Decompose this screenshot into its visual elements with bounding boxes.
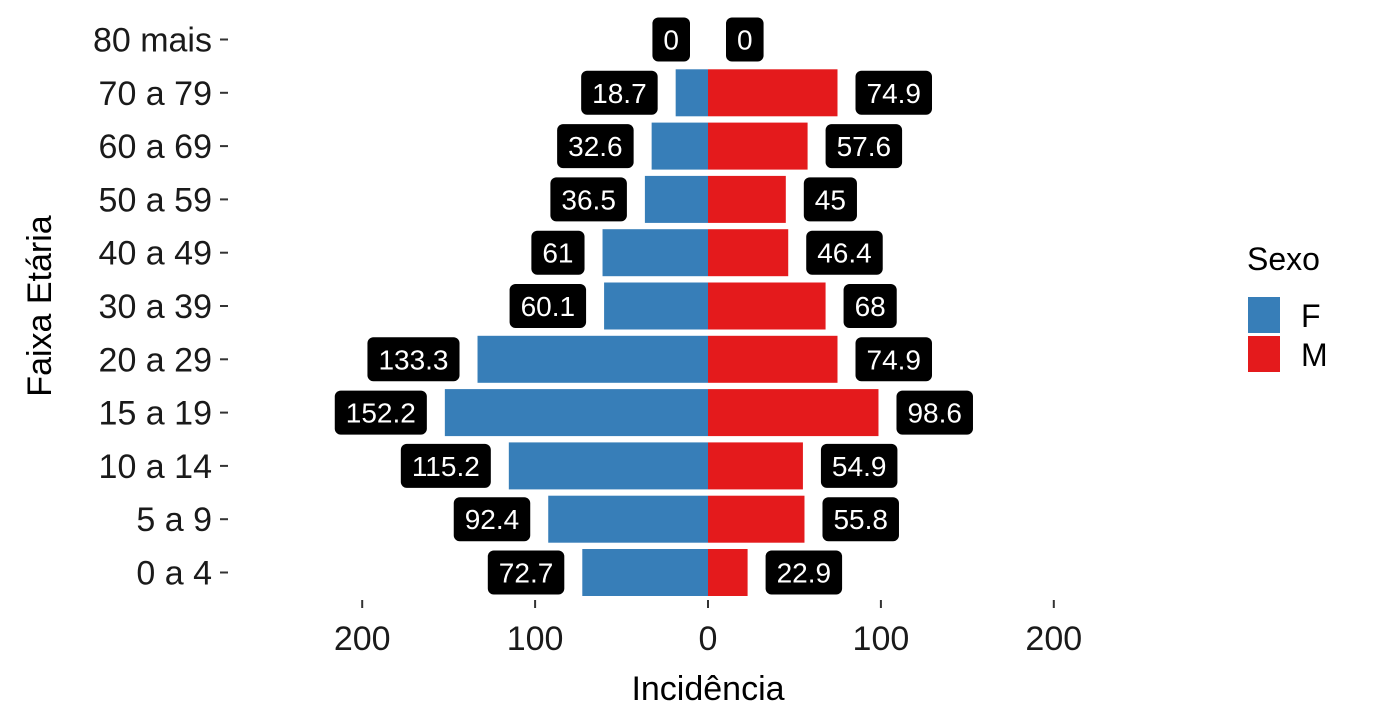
svg-text:68: 68 [855, 291, 886, 322]
svg-text:45: 45 [815, 184, 846, 215]
data-label-f-5-a-9: 92.4 [453, 497, 531, 542]
y-axis: 80 mais 70 a 79 60 a 69 50 a 59 40 a 49 30 a … [93, 22, 228, 593]
data-label-m-20-a-29: 74.9 [855, 337, 933, 382]
x-tick-label-1: 100 [507, 620, 564, 658]
svg-text:115.2: 115.2 [412, 451, 480, 482]
y-tick-label-60-a-69: 60 a 69 [99, 128, 212, 166]
svg-text:74.9: 74.9 [867, 344, 922, 375]
svg-text:54.9: 54.9 [832, 451, 887, 482]
bar-m-30-a-39 [708, 282, 826, 330]
bar-f-40-a-49 [602, 229, 708, 277]
y-tick-label-50-a-59: 50 a 59 [99, 181, 212, 219]
data-label-f-70-a-79: 18.7 [581, 70, 658, 115]
legend-title: Sexo [1247, 241, 1320, 277]
y-tick-label-80-mais: 80 mais [93, 22, 212, 60]
bars-layer [444, 69, 879, 596]
y-axis-title: Faixa Etária [21, 215, 59, 396]
svg-text:32.6: 32.6 [568, 131, 623, 162]
bar-f-15-a-19 [444, 389, 708, 437]
data-label-m-15-a-19: 98.6 [896, 390, 973, 435]
y-tick-label-20-a-29: 20 a 29 [99, 341, 212, 379]
svg-text:18.7: 18.7 [592, 78, 647, 109]
x-tick-label-4: 200 [1025, 620, 1082, 658]
data-label-m-40-a-49: 46.4 [806, 230, 883, 275]
data-label-m-0-a-4: 22.9 [765, 550, 843, 595]
data-label-m-30-a-39: 68 [843, 284, 897, 328]
svg-text:46.4: 46.4 [817, 238, 872, 269]
data-label-m-5-a-9: 55.8 [822, 497, 899, 542]
data-labels-layer: 0 0 18.7 74.9 32.6 57.6 36.5 45 61 46.4 60.1 68 133.… [334, 17, 973, 595]
y-tick-label-40-a-49: 40 a 49 [99, 235, 212, 273]
data-label-f-80-mais: 0 [652, 17, 690, 62]
bar-m-5-a-9 [708, 495, 805, 543]
svg-text:55.8: 55.8 [833, 504, 888, 535]
bar-m-70-a-79 [708, 69, 838, 117]
legend-swatch-m [1248, 336, 1280, 372]
legend-label-m: M [1301, 337, 1328, 373]
data-label-f-60-a-69: 32.6 [557, 124, 634, 169]
data-label-f-20-a-29: 133.3 [367, 337, 460, 382]
svg-text:133.3: 133.3 [378, 344, 448, 375]
bar-m-10-a-14 [708, 442, 803, 490]
data-label-m-60-a-69: 57.6 [825, 124, 903, 169]
y-tick-label-30-a-39: 30 a 39 [99, 288, 212, 326]
svg-text:36.5: 36.5 [561, 184, 616, 215]
data-label-m-70-a-79: 74.9 [855, 70, 933, 115]
data-label-f-50-a-59: 36.5 [550, 177, 627, 222]
bar-f-50-a-59 [644, 175, 708, 223]
svg-text:0: 0 [663, 25, 679, 56]
x-axis-title: Incidência [631, 670, 784, 708]
svg-text:22.9: 22.9 [777, 558, 832, 589]
svg-text:61: 61 [542, 238, 573, 269]
y-tick-label-70-a-79: 70 a 79 [99, 75, 212, 113]
data-label-m-50-a-59: 45 [803, 177, 857, 222]
x-tick-label-3: 100 [853, 620, 910, 658]
bar-m-0-a-4 [708, 549, 748, 596]
bar-f-5-a-9 [548, 495, 708, 543]
y-tick-label-0-a-4: 0 a 4 [136, 555, 212, 593]
bar-m-40-a-49 [708, 229, 789, 277]
svg-text:98.6: 98.6 [907, 398, 962, 429]
data-label-m-80-mais: 0 [726, 17, 764, 62]
svg-text:60.1: 60.1 [521, 291, 576, 322]
data-label-f-30-a-39: 60.1 [509, 284, 587, 328]
data-label-f-0-a-4: 72.7 [487, 550, 565, 595]
bar-f-60-a-69 [651, 122, 708, 170]
bar-f-10-a-14 [508, 442, 708, 490]
legend-label-f: F [1301, 298, 1321, 334]
bar-f-30-a-39 [604, 282, 708, 330]
bar-m-50-a-59 [708, 175, 786, 223]
legend-swatch-f [1248, 297, 1280, 333]
bar-f-0-a-4 [582, 549, 708, 596]
data-label-f-10-a-14: 115.2 [400, 443, 491, 488]
bar-f-20-a-29 [477, 335, 708, 383]
svg-text:74.9: 74.9 [867, 78, 922, 109]
svg-text:57.6: 57.6 [837, 131, 892, 162]
svg-text:0: 0 [737, 25, 753, 56]
bar-m-15-a-19 [708, 389, 879, 437]
x-tick-label-0: 200 [334, 620, 391, 658]
x-axis: 200 100 0 100 200 [334, 600, 1082, 658]
bar-f-70-a-79 [675, 69, 708, 117]
data-label-m-10-a-14: 54.9 [820, 443, 898, 488]
data-label-f-40-a-49: 61 [531, 230, 585, 275]
bar-m-60-a-69 [708, 122, 808, 170]
svg-text:92.4: 92.4 [465, 504, 520, 535]
svg-text:152.2: 152.2 [346, 398, 416, 429]
bar-m-20-a-29 [708, 335, 838, 383]
y-tick-label-15-a-19: 15 a 19 [99, 395, 212, 433]
svg-text:72.7: 72.7 [499, 558, 554, 589]
data-label-f-15-a-19: 152.2 [334, 390, 427, 435]
x-tick-label-2: 0 [699, 620, 718, 658]
y-tick-label-10-a-14: 10 a 14 [99, 448, 212, 486]
legend: Sexo F M [1247, 241, 1328, 373]
y-tick-label-5-a-9: 5 a 9 [136, 501, 212, 539]
